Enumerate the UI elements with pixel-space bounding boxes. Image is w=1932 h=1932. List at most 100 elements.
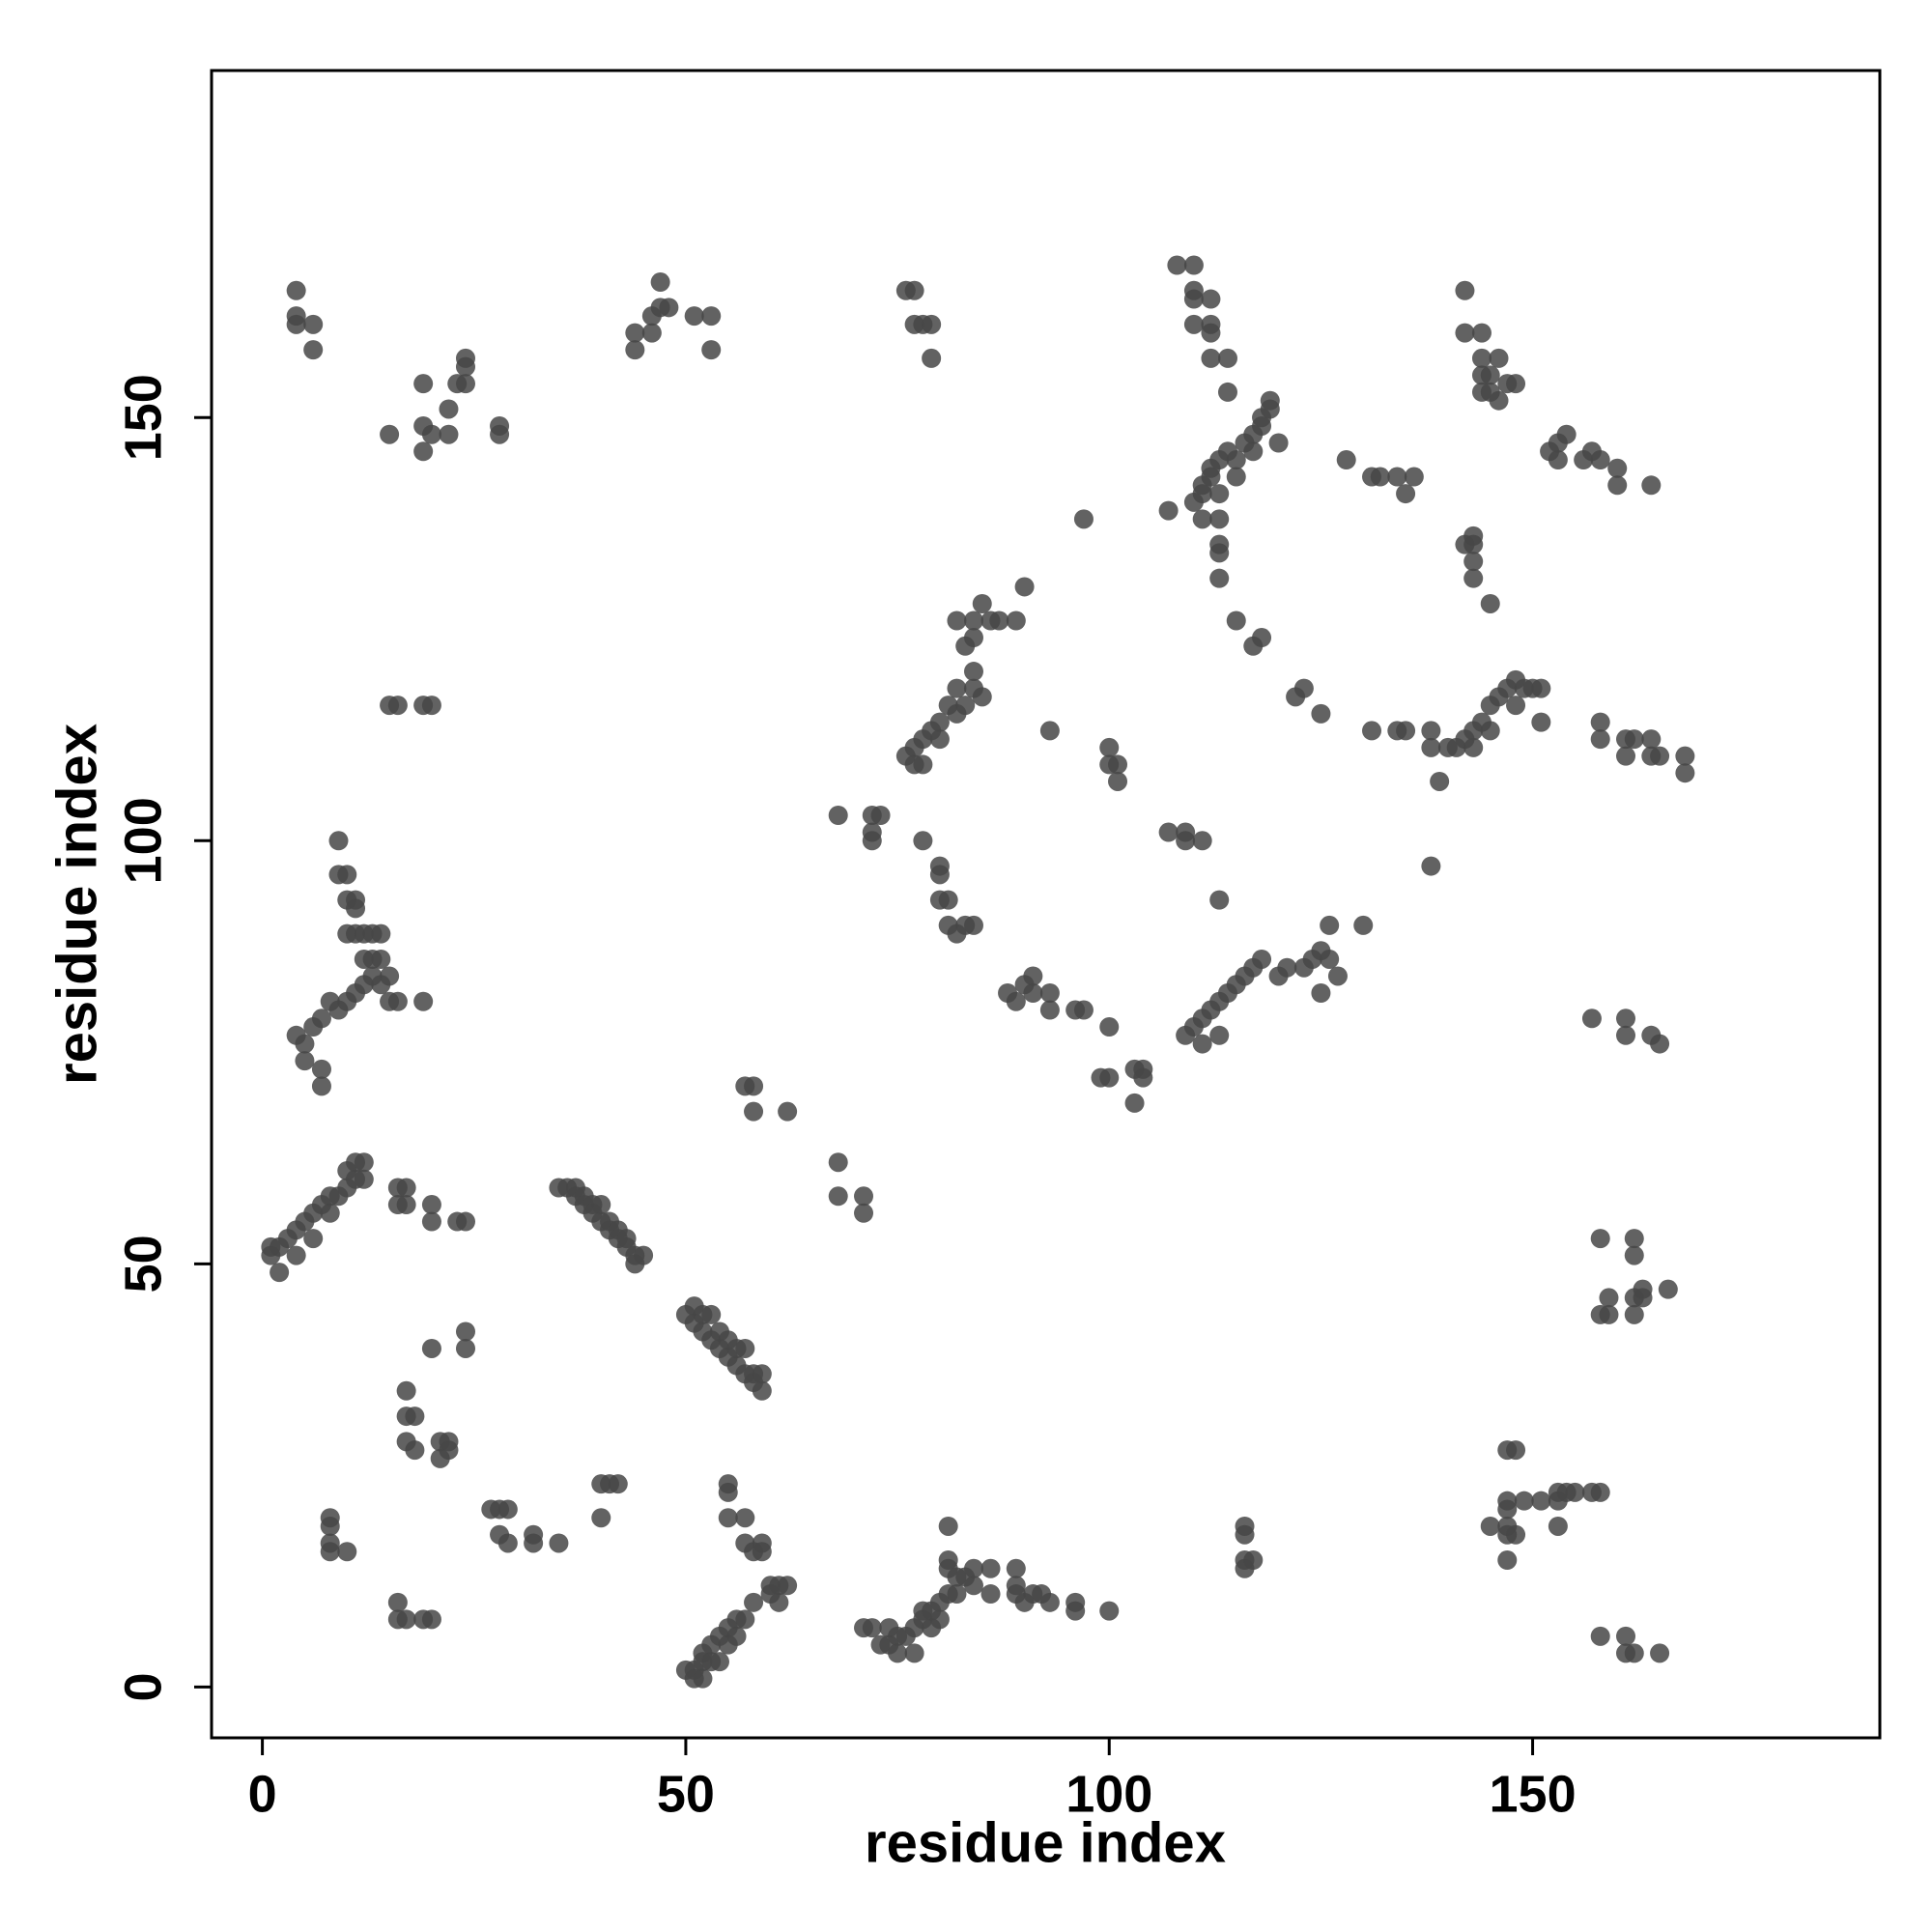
- point: [752, 1542, 772, 1562]
- point: [396, 1609, 416, 1630]
- point: [1209, 568, 1230, 588]
- point: [1455, 280, 1475, 300]
- point: [913, 754, 933, 775]
- point: [1073, 1000, 1094, 1020]
- y-axis-title: residue index: [45, 724, 108, 1085]
- point: [972, 593, 992, 613]
- point: [828, 1186, 848, 1207]
- point: [346, 898, 366, 919]
- point: [1624, 1643, 1644, 1663]
- point: [490, 415, 510, 436]
- point: [1616, 1025, 1636, 1045]
- point: [693, 1668, 713, 1689]
- point: [1201, 323, 1221, 343]
- point: [1243, 1550, 1264, 1571]
- point: [1650, 1643, 1670, 1663]
- point: [1421, 856, 1441, 876]
- point: [439, 399, 459, 419]
- point: [1209, 543, 1230, 563]
- point: [1370, 467, 1390, 487]
- point: [1039, 1000, 1060, 1020]
- point: [1599, 1304, 1619, 1324]
- point: [1133, 1067, 1153, 1088]
- point: [1362, 721, 1382, 741]
- point: [1675, 746, 1695, 766]
- point: [1607, 458, 1628, 478]
- point: [684, 306, 704, 327]
- point: [1252, 628, 1272, 648]
- point: [1531, 712, 1551, 732]
- point: [286, 1245, 306, 1265]
- point: [778, 1101, 798, 1122]
- point: [718, 1634, 738, 1655]
- point: [1480, 721, 1500, 741]
- point: [387, 696, 408, 716]
- point: [963, 1576, 983, 1596]
- point: [1633, 1279, 1653, 1299]
- point: [955, 696, 976, 716]
- point: [1489, 390, 1509, 411]
- point: [963, 611, 983, 631]
- point: [1158, 500, 1179, 521]
- point: [904, 280, 924, 300]
- point: [1590, 712, 1610, 732]
- point: [1480, 365, 1500, 385]
- point: [1336, 450, 1356, 470]
- point: [1531, 678, 1551, 698]
- point: [1506, 1440, 1526, 1461]
- point: [718, 1482, 738, 1502]
- point: [524, 1524, 544, 1545]
- point: [1311, 982, 1331, 1003]
- point: [1226, 611, 1246, 631]
- point: [413, 374, 434, 394]
- point: [1455, 323, 1475, 343]
- point: [1209, 484, 1230, 504]
- point: [888, 1643, 908, 1663]
- point: [439, 424, 459, 444]
- point: [854, 1186, 874, 1207]
- point: [1201, 289, 1221, 309]
- point: [1531, 1491, 1551, 1511]
- point: [675, 1660, 696, 1680]
- point: [1260, 390, 1280, 411]
- point: [1108, 754, 1128, 775]
- point: [701, 1304, 722, 1324]
- point: [311, 1059, 331, 1079]
- point: [421, 696, 441, 716]
- point: [1463, 737, 1484, 757]
- point: [295, 1034, 315, 1054]
- point: [744, 1592, 764, 1612]
- point: [922, 348, 942, 368]
- point: [929, 1609, 950, 1630]
- point: [1183, 289, 1204, 309]
- point: [1624, 729, 1644, 750]
- x-tick-label: 150: [1490, 1765, 1577, 1823]
- point: [387, 991, 408, 1011]
- point: [1590, 1626, 1610, 1646]
- point: [1590, 450, 1610, 470]
- point: [1006, 1576, 1026, 1596]
- point: [1396, 484, 1416, 504]
- point: [354, 1169, 374, 1189]
- point: [735, 1508, 755, 1528]
- point: [701, 306, 722, 327]
- point: [862, 1618, 882, 1638]
- point: [421, 1211, 441, 1232]
- point: [1243, 441, 1264, 462]
- point: [1599, 1288, 1619, 1308]
- point: [1226, 467, 1246, 487]
- point: [1463, 526, 1484, 546]
- x-tick-label: 50: [657, 1765, 715, 1823]
- point: [405, 1406, 425, 1427]
- point: [718, 1508, 738, 1528]
- point: [744, 1076, 764, 1096]
- point: [380, 966, 400, 986]
- point: [1023, 982, 1043, 1003]
- point: [1099, 1067, 1120, 1088]
- point: [1607, 475, 1628, 496]
- point: [1616, 1626, 1636, 1646]
- point: [1108, 771, 1128, 791]
- point: [455, 1338, 475, 1358]
- point: [778, 1576, 798, 1596]
